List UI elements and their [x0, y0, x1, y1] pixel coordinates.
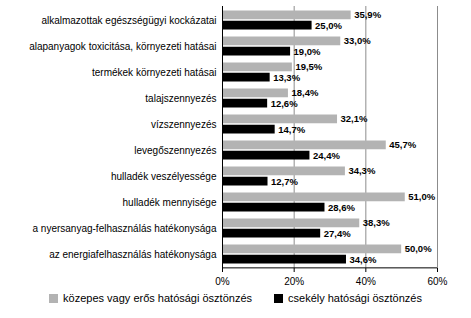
svg-text:19,5%: 19,5% [295, 61, 323, 73]
svg-text:34,3%: 34,3% [348, 165, 375, 176]
svg-text:18,4%: 18,4% [291, 87, 319, 99]
svg-text:hulladék veszélyessége: hulladék veszélyessége [111, 171, 217, 182]
svg-text:28,6%: 28,6% [328, 202, 355, 213]
svg-text:50,0%: 50,0% [405, 243, 432, 254]
svg-text:talajszennyezés: talajszennyezés [145, 93, 216, 104]
html-text:csekély hatósági ösztönzés: csekély hatósági ösztönzés [288, 292, 422, 304]
svg-text:60%: 60% [427, 276, 447, 287]
svg-text:hulladék mennyisége: hulladék mennyisége [123, 197, 217, 208]
svg-text:33,0%: 33,0% [344, 35, 371, 46]
svg-text:27,4%: 27,4% [324, 228, 351, 239]
svg-text:alkalmazottak egészségügyi koc: alkalmazottak egészségügyi kockázatai [41, 15, 216, 26]
svg-text:25,0%: 25,0% [315, 20, 342, 31]
svg-text:32,1%: 32,1% [341, 113, 368, 124]
svg-text:12,7%: 12,7% [271, 176, 298, 187]
svg-text:40%: 40% [356, 276, 376, 287]
html-text:közepes vagy erős hatósági ösz: közepes vagy erős hatósági ösztönzés [63, 292, 252, 304]
svg-text:34,6%: 34,6% [349, 254, 376, 265]
svg-text:a nyersanyag-felhasználás haté: a nyersanyag-felhasználás hatékonysága [32, 223, 216, 234]
svg-text:20%: 20% [284, 276, 304, 287]
svg-text:45,7%: 45,7% [389, 139, 416, 150]
svg-text:24,4%: 24,4% [313, 150, 340, 161]
svg-text:51,0%: 51,0% [408, 191, 435, 202]
svg-text:38,3%: 38,3% [363, 217, 390, 228]
svg-text:vízszennyezés: vízszennyezés [151, 119, 217, 130]
svg-text:13,3%: 13,3% [273, 72, 300, 83]
svg-text:termékek környezeti hatásai: termékek környezeti hatásai [92, 67, 217, 78]
svg-text:19,0%: 19,0% [294, 46, 321, 57]
svg-text:0%: 0% [215, 276, 230, 287]
svg-text:12,6%: 12,6% [271, 98, 298, 109]
svg-text:14,7%: 14,7% [278, 124, 305, 135]
svg-text:35,9%: 35,9% [354, 9, 381, 20]
svg-text:az energiafelhasználás hatékon: az energiafelhasználás hatékonysága [49, 249, 217, 260]
svg-text:alapanyagok toxicitása, környe: alapanyagok toxicitása, környezeti hatás… [29, 41, 216, 52]
svg-text:levegőszennyezés: levegőszennyezés [134, 145, 216, 156]
